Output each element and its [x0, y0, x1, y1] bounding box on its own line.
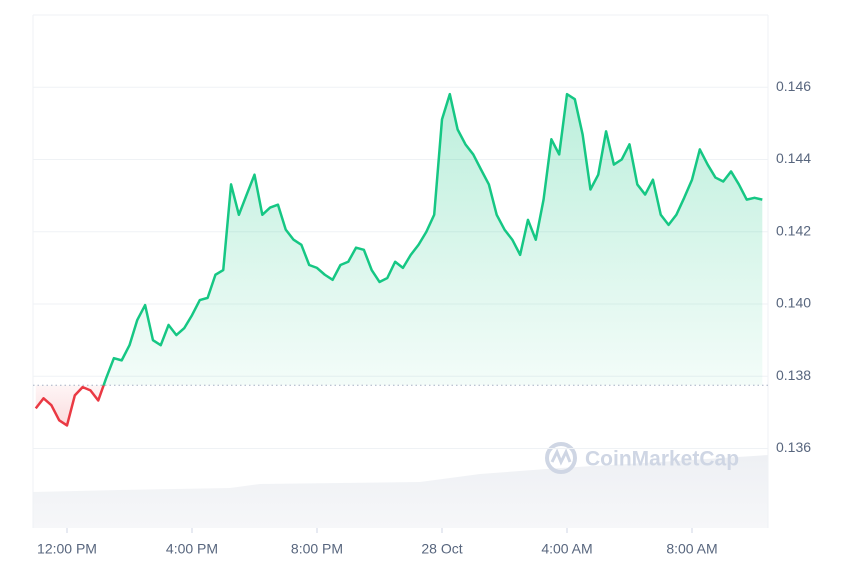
x-tick-label: 4:00 PM — [166, 541, 218, 557]
y-tick-label: 0.140 — [776, 295, 811, 311]
x-tick-label: 28 Oct — [421, 541, 462, 557]
y-tick-label: 0.136 — [776, 439, 811, 455]
y-tick-label: 0.142 — [776, 222, 811, 238]
y-tick-label: 0.144 — [776, 150, 811, 166]
y-tick-label: 0.138 — [776, 367, 811, 383]
x-tick-label: 12:00 PM — [37, 541, 97, 557]
volume-area — [33, 455, 768, 528]
y-tick-label: 0.146 — [776, 78, 811, 94]
x-tick-label: 8:00 AM — [666, 541, 717, 557]
price-line — [34, 92, 763, 427]
watermark: CoinMarketCap — [585, 448, 739, 471]
x-tick-label: 4:00 AM — [541, 541, 592, 557]
x-tick-label: 8:00 PM — [291, 541, 343, 557]
price-area — [35, 94, 763, 426]
watermark-logo — [545, 442, 577, 474]
